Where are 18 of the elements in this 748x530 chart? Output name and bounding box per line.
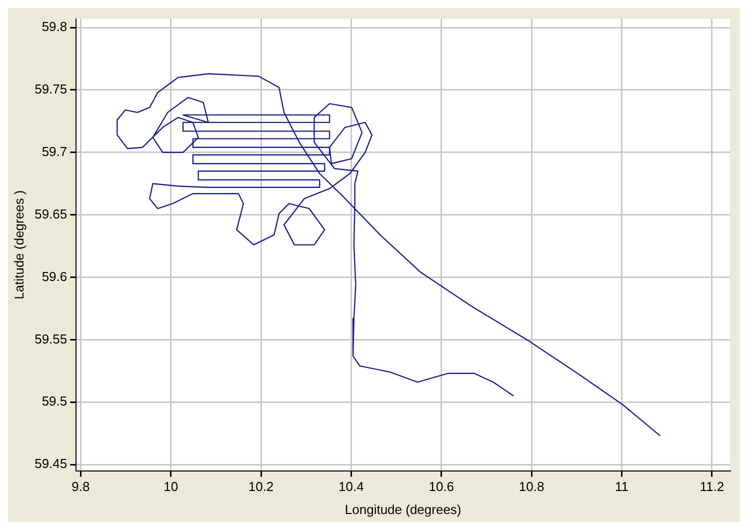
x-tick-label: 11 [615,479,629,494]
x-tick-label: 10 [164,479,178,494]
y-tick-label: 59.45 [34,456,68,472]
y-tick-label: 59.6 [42,268,68,284]
x-tick-label: 10.2 [248,479,274,494]
y-tick-label: 59.5 [42,394,68,409]
x-tick-label: 11.2 [700,479,724,494]
x-axis-title: Longitude (degrees) [344,502,462,517]
x-tick-label: 10.6 [428,479,454,494]
y-tick-label: 59.65 [34,206,68,222]
x-tick-label: 10.8 [518,479,544,494]
x-tick-label: 10.4 [338,479,364,494]
y-tick-label: 59.75 [34,82,68,97]
y-tick-label: 59.8 [42,19,68,34]
x-tick-label: 9.8 [72,479,90,494]
y-tick-label: 59.55 [34,331,68,346]
y-axis-title: Latitude (degrees ) [11,190,26,300]
y-tick-label: 59.7 [42,144,68,159]
